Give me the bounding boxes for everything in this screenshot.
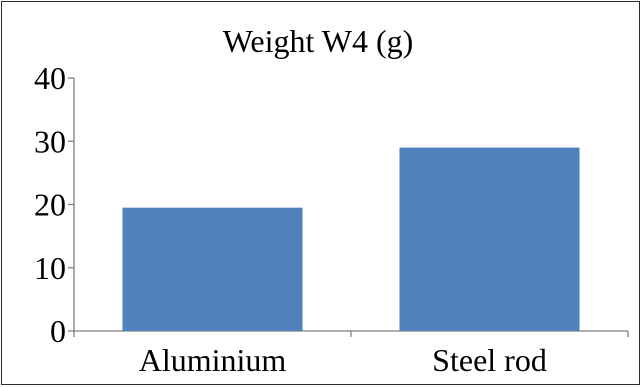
category-labels: Aluminium Steel rod <box>139 342 547 378</box>
bar <box>399 147 580 331</box>
bars <box>122 147 580 331</box>
x-axis <box>73 330 629 337</box>
y-tick-label: 40 <box>34 60 66 96</box>
x-category-label: Aluminium <box>139 342 287 378</box>
bar <box>122 207 303 331</box>
y-tick-label: 20 <box>34 187 66 223</box>
y-tick-label: 30 <box>34 123 66 159</box>
y-axis: 0 10 20 30 40 <box>34 60 75 349</box>
y-tick-label: 0 <box>50 313 66 349</box>
x-category-label: Steel rod <box>432 342 547 378</box>
y-tick-label: 10 <box>34 250 66 286</box>
chart-title: Weight W4 (g) <box>223 23 414 59</box>
